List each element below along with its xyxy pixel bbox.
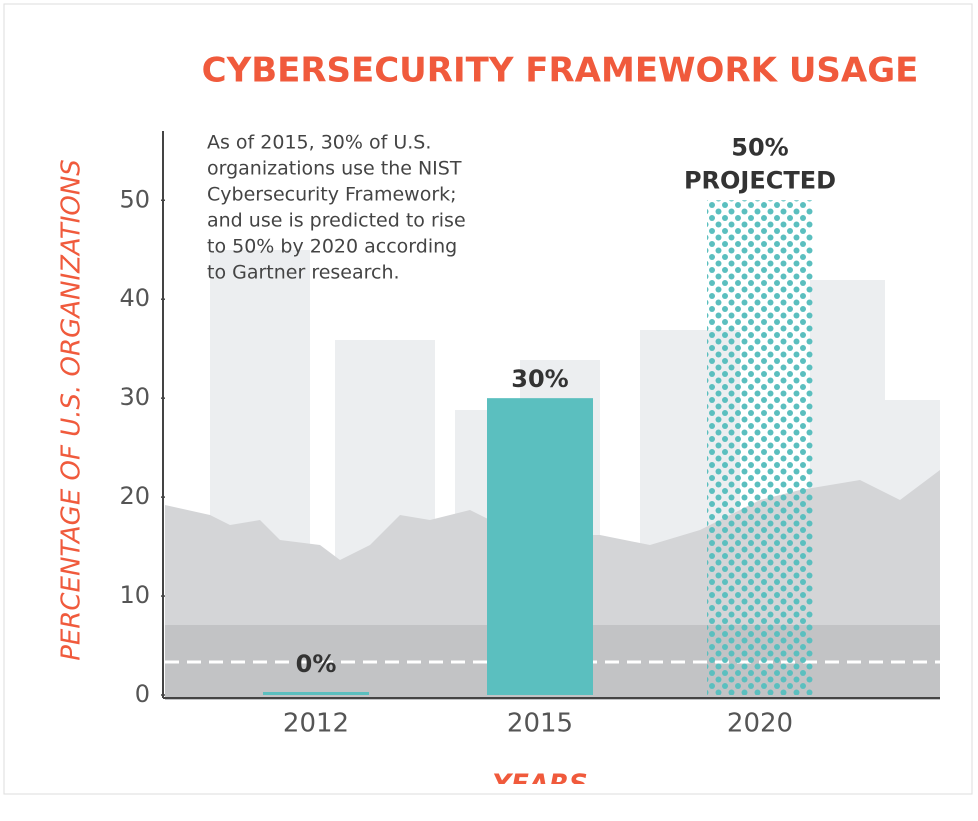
value-label: 30% [511,365,568,393]
annotation-line: to Gartner research. [207,262,400,284]
chart-title: CYBERSECURITY FRAMEWORK USAGE [202,51,919,91]
annotation-line: organizations use the NIST [207,158,462,180]
y-axis-label: PERCENTAGE OF U.S. ORGANIZATIONS [57,159,87,661]
y-tick-label: 20 [119,482,150,510]
x-tick-label: 2012 [283,709,349,739]
x-tick-label: 2015 [507,709,573,739]
value-note: PROJECTED [684,166,836,194]
bar [707,200,813,695]
y-tick-label: 50 [119,185,150,213]
x-tick-label: 2020 [727,709,793,739]
annotation-line: and use is predicted to rise [207,210,466,232]
annotation-line: Cybersecurity Framework; [207,184,457,206]
bar [487,398,593,695]
bar [263,692,369,695]
y-tick-label: 10 [119,581,150,609]
annotation-line: to 50% by 2020 according [207,236,457,258]
y-tick-label: 30 [119,383,150,411]
y-tick-label: 0 [135,680,150,708]
chart: CYBERSECURITY FRAMEWORK USAGE PERCENTAGE… [0,0,978,821]
value-label: 50% [731,133,788,161]
value-label: 0% [296,650,337,678]
y-tick-label: 40 [119,284,150,312]
annotation-line: As of 2015, 30% of U.S. [207,132,431,154]
